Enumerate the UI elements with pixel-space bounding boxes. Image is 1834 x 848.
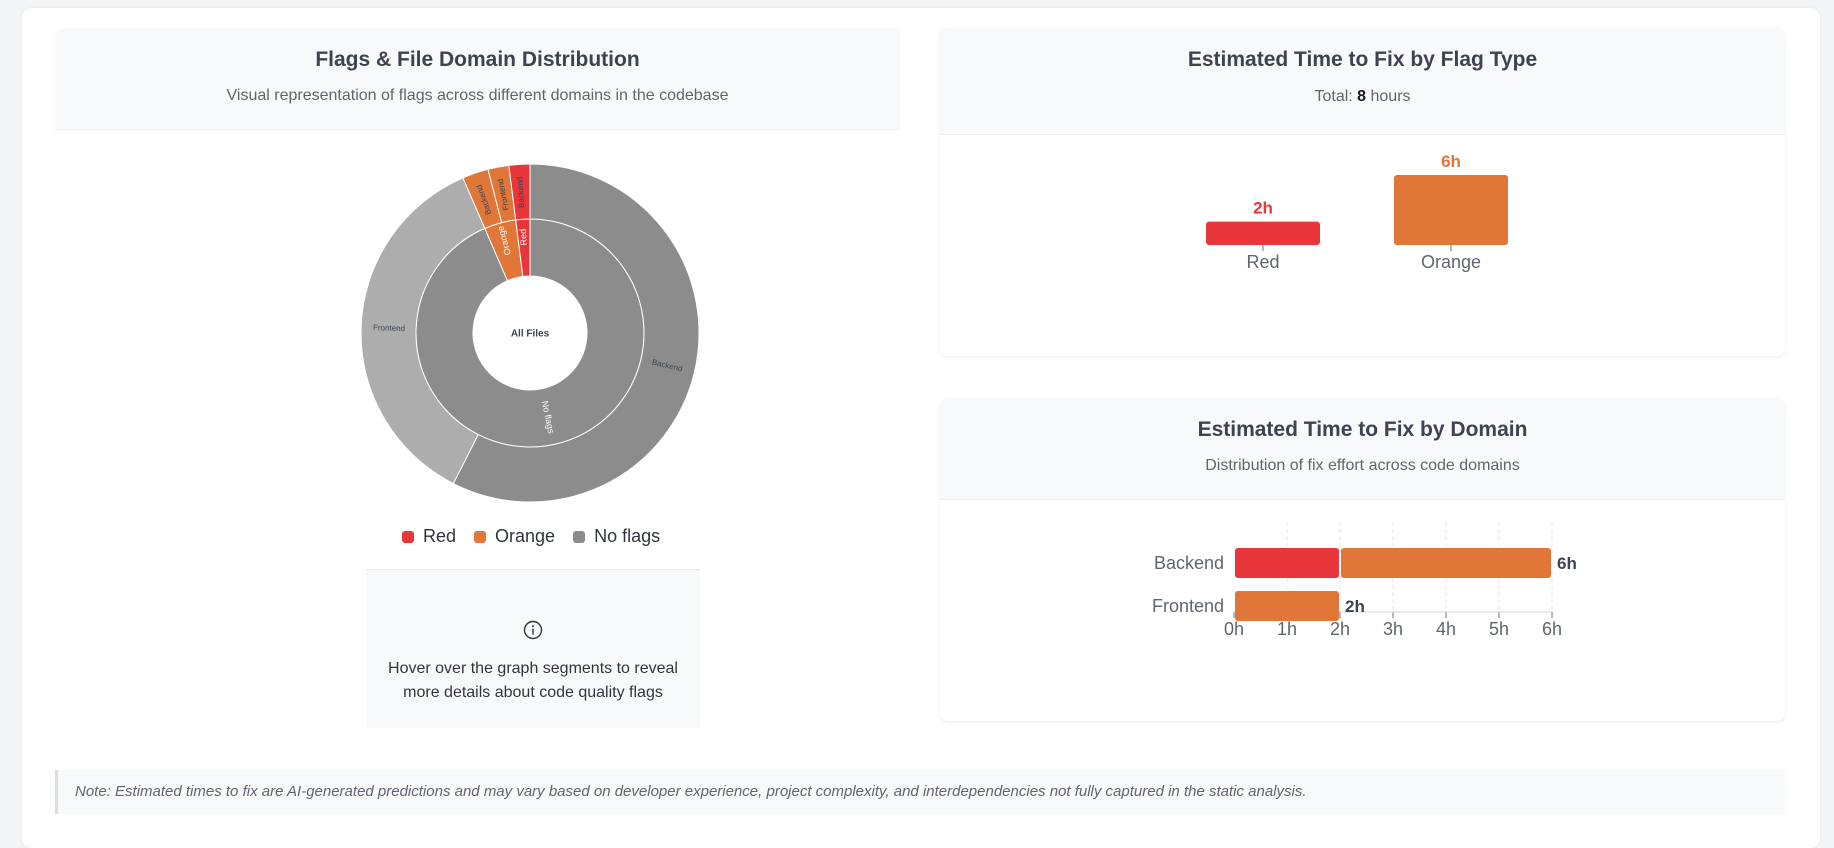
x-tick-label: Orange [1421,252,1481,272]
y-tick-label: Backend [1154,553,1224,573]
sunburst-outer-no-flags-backend[interactable] [452,164,699,502]
card-header: Estimated Time to Fix by Domain Distribu… [940,398,1785,500]
card-title: Estimated Time to Fix by Domain [1197,418,1528,441]
domain-bar-chart: 0h 1h 2h 3h 4h 5h 6h Backend 6h Frontend 2h [1152,522,1577,639]
x-tick-label: 5h [1489,619,1509,639]
x-tick-label: 2h [1330,619,1350,639]
total-suffix: hours [1366,88,1411,105]
x-tick-label: 3h [1383,619,1403,639]
legend-swatch-no-flags [573,530,586,543]
sunburst-outer-label: Frontend [373,323,405,333]
bar-total-label: 2h [1345,597,1365,616]
legend-label: Red [423,526,457,546]
x-tick-label: Red [1246,252,1279,272]
card-subtitle: Distribution of fix effort across code d… [1205,457,1520,474]
card-header: Flags & File Domain Distribution Visual … [55,28,900,130]
x-tick-label: 1h [1277,619,1297,639]
x-tick-label: 6h [1542,619,1562,639]
legend-swatch-orange [474,530,487,543]
total-hours: Total: 8 hours [940,88,1785,106]
info-text: Hover over the graph segments to reveal … [388,660,678,701]
y-tick-label: Frontend [1152,596,1224,616]
bar-backend-orange[interactable] [1341,548,1551,578]
legend-item-no-flags[interactable]: No flags [573,526,660,547]
flag-type-bar-chart: 2h Red 6h Orange [1206,152,1508,272]
legend-item-orange[interactable]: Orange [474,526,555,547]
card-subtitle: Visual representation of flags across di… [226,87,729,104]
bar-frontend-orange[interactable] [1235,591,1339,621]
total-value: 8 [1357,88,1367,105]
info-circle-icon [366,620,700,645]
total-prefix: Total: [1314,88,1358,105]
bar-total-label: 6h [1557,554,1577,573]
time-by-domain-card: Estimated Time to Fix by Domain Distribu… [940,398,1785,721]
sunburst-outer-label: Backend [515,176,526,208]
bar-orange[interactable] [1394,175,1508,245]
bar-backend-red[interactable] [1235,548,1339,578]
chart-legend: Red Orange No flags [402,526,660,547]
sunburst-inner-label: Red [518,229,529,246]
flags-domain-card: Flags & File Domain Distribution Visual … [55,28,900,728]
disclaimer-note: Note: Estimated times to fix are AI-gene… [55,770,1785,814]
sunburst-center [473,276,587,390]
card-title: Estimated Time to Fix by Flag Type [1187,48,1538,71]
x-tick-label: 4h [1436,619,1456,639]
sunburst-center-label: All Files [511,329,550,340]
sunburst-outer-no-flags-frontend[interactable] [361,177,486,485]
legend-swatch-red [402,530,414,543]
card-title: Flags & File Domain Distribution [315,48,640,71]
bar-value-label: 6h [1441,152,1461,171]
info-box: Hover over the graph segments to reveal … [366,569,700,728]
x-tick-label: 0h [1224,619,1244,639]
legend-label: Orange [495,526,556,546]
bar-value-label: 2h [1253,199,1273,218]
card-header: Estimated Time to Fix by Flag Type Total… [940,28,1785,135]
legend-item-red[interactable]: Red [402,526,456,547]
legend-label: No flags [594,526,661,546]
time-by-flag-card: Estimated Time to Fix by Flag Type Total… [940,28,1785,356]
bar-red[interactable] [1206,221,1320,245]
